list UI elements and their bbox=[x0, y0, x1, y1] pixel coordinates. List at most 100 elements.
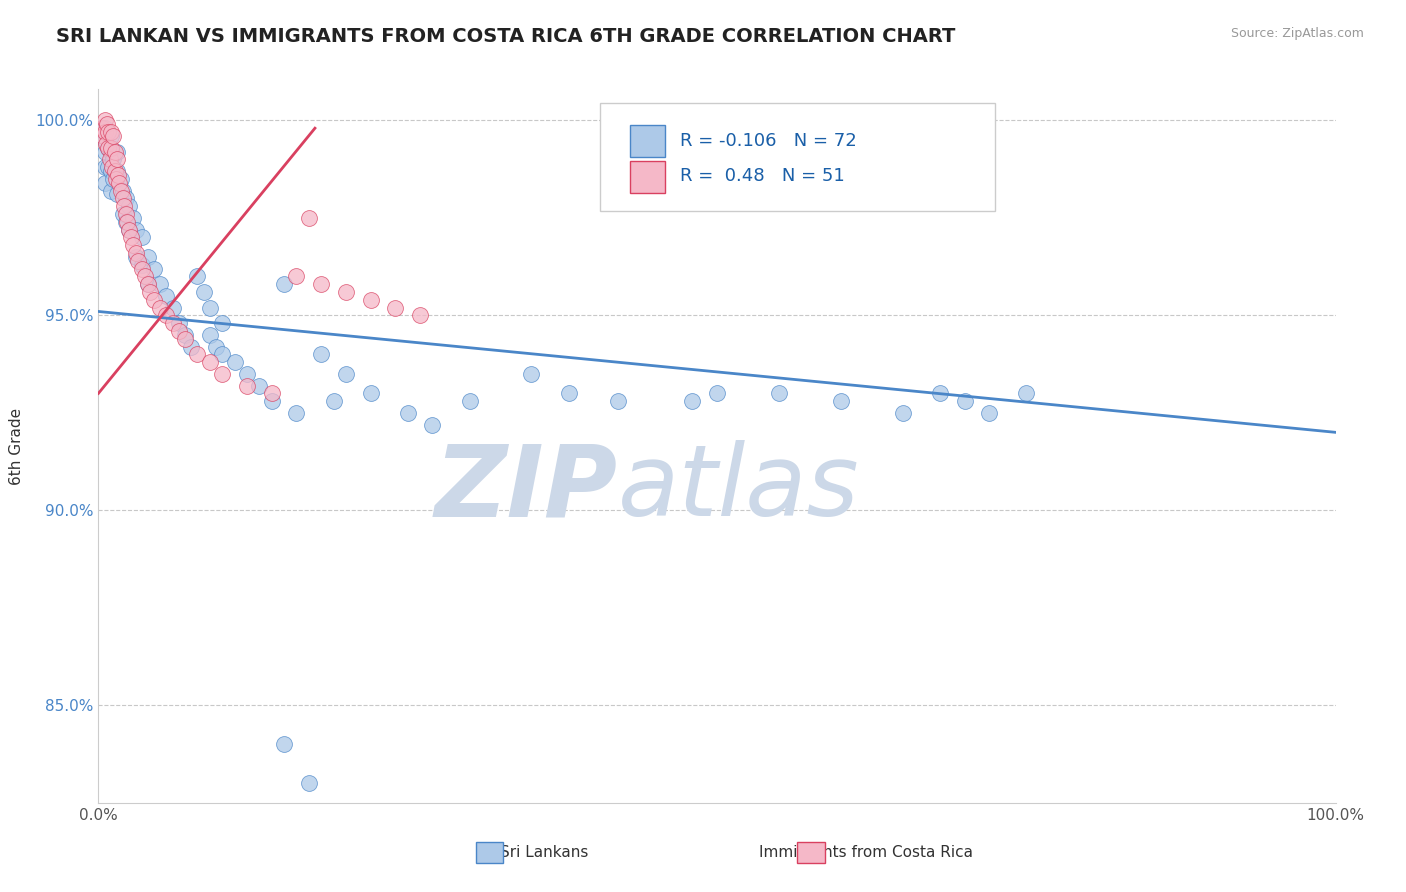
Text: Source: ZipAtlas.com: Source: ZipAtlas.com bbox=[1230, 27, 1364, 40]
Point bbox=[309, 347, 332, 361]
Point bbox=[134, 269, 156, 284]
Point bbox=[103, 153, 125, 167]
Point bbox=[285, 269, 308, 284]
Point bbox=[97, 141, 120, 155]
Point bbox=[131, 258, 153, 272]
Point bbox=[830, 394, 852, 409]
Point bbox=[155, 289, 177, 303]
Point bbox=[108, 176, 131, 190]
Point bbox=[112, 199, 135, 213]
Point bbox=[236, 367, 259, 381]
Point bbox=[396, 406, 419, 420]
Point bbox=[100, 141, 122, 155]
Point bbox=[768, 386, 790, 401]
Point bbox=[205, 340, 228, 354]
Point bbox=[706, 386, 728, 401]
Point bbox=[124, 222, 146, 236]
Point bbox=[260, 386, 283, 401]
Point bbox=[107, 168, 129, 182]
Point bbox=[131, 261, 153, 276]
Point bbox=[110, 172, 132, 186]
Point bbox=[186, 269, 208, 284]
Point bbox=[93, 176, 115, 190]
Point bbox=[93, 145, 115, 159]
Point bbox=[298, 776, 321, 790]
Point bbox=[104, 172, 127, 186]
Point bbox=[124, 246, 146, 260]
Point bbox=[260, 394, 283, 409]
Point bbox=[103, 164, 125, 178]
Point bbox=[211, 347, 233, 361]
Point bbox=[149, 277, 172, 292]
Point bbox=[557, 386, 579, 401]
Point bbox=[186, 347, 208, 361]
Point bbox=[285, 406, 308, 420]
FancyBboxPatch shape bbox=[630, 125, 665, 157]
Text: SRI LANKAN VS IMMIGRANTS FROM COSTA RICA 6TH GRADE CORRELATION CHART: SRI LANKAN VS IMMIGRANTS FROM COSTA RICA… bbox=[56, 27, 956, 45]
Point bbox=[103, 172, 125, 186]
Point bbox=[520, 367, 543, 381]
Point bbox=[103, 145, 125, 159]
Text: Sri Lankans: Sri Lankans bbox=[499, 846, 588, 860]
Point bbox=[247, 378, 270, 392]
Point bbox=[93, 133, 115, 147]
Point bbox=[180, 340, 202, 354]
Point bbox=[273, 277, 295, 292]
Point bbox=[273, 737, 295, 751]
Point bbox=[105, 145, 128, 159]
Point bbox=[167, 324, 190, 338]
Point bbox=[335, 367, 357, 381]
Point bbox=[103, 128, 125, 143]
Point bbox=[114, 215, 136, 229]
Point bbox=[979, 406, 1001, 420]
Point bbox=[143, 293, 166, 307]
Point bbox=[100, 184, 122, 198]
Point bbox=[953, 394, 976, 409]
Text: ZIP: ZIP bbox=[434, 441, 619, 537]
Point bbox=[607, 394, 630, 409]
Point bbox=[162, 316, 184, 330]
Point bbox=[105, 187, 128, 202]
Point bbox=[112, 184, 135, 198]
Point bbox=[93, 128, 115, 143]
Point bbox=[136, 277, 159, 292]
Point bbox=[143, 261, 166, 276]
Point bbox=[193, 285, 215, 299]
Text: atlas: atlas bbox=[619, 441, 859, 537]
Point bbox=[335, 285, 357, 299]
Point bbox=[1015, 386, 1038, 401]
Point bbox=[112, 191, 135, 205]
Point bbox=[98, 153, 121, 167]
Point bbox=[224, 355, 246, 369]
Point bbox=[928, 386, 950, 401]
Point bbox=[127, 253, 149, 268]
Point bbox=[149, 301, 172, 315]
Point bbox=[136, 277, 159, 292]
Point bbox=[105, 164, 128, 178]
Point bbox=[93, 113, 115, 128]
Point bbox=[162, 301, 184, 315]
Point bbox=[118, 222, 141, 236]
Point bbox=[167, 316, 190, 330]
Point bbox=[122, 238, 145, 252]
Point bbox=[110, 184, 132, 198]
Point bbox=[94, 136, 117, 151]
Point bbox=[93, 121, 115, 136]
FancyBboxPatch shape bbox=[599, 103, 995, 211]
Point bbox=[681, 394, 703, 409]
Point bbox=[112, 207, 135, 221]
Point bbox=[309, 277, 332, 292]
Point bbox=[91, 121, 114, 136]
Point bbox=[360, 386, 382, 401]
FancyBboxPatch shape bbox=[475, 842, 503, 863]
Point bbox=[97, 141, 120, 155]
Point bbox=[360, 293, 382, 307]
Point bbox=[100, 125, 122, 139]
Point bbox=[115, 215, 138, 229]
Point bbox=[198, 355, 221, 369]
Point bbox=[155, 309, 177, 323]
Point bbox=[100, 128, 122, 143]
Point bbox=[409, 309, 432, 323]
Point bbox=[97, 125, 120, 139]
Point bbox=[118, 199, 141, 213]
